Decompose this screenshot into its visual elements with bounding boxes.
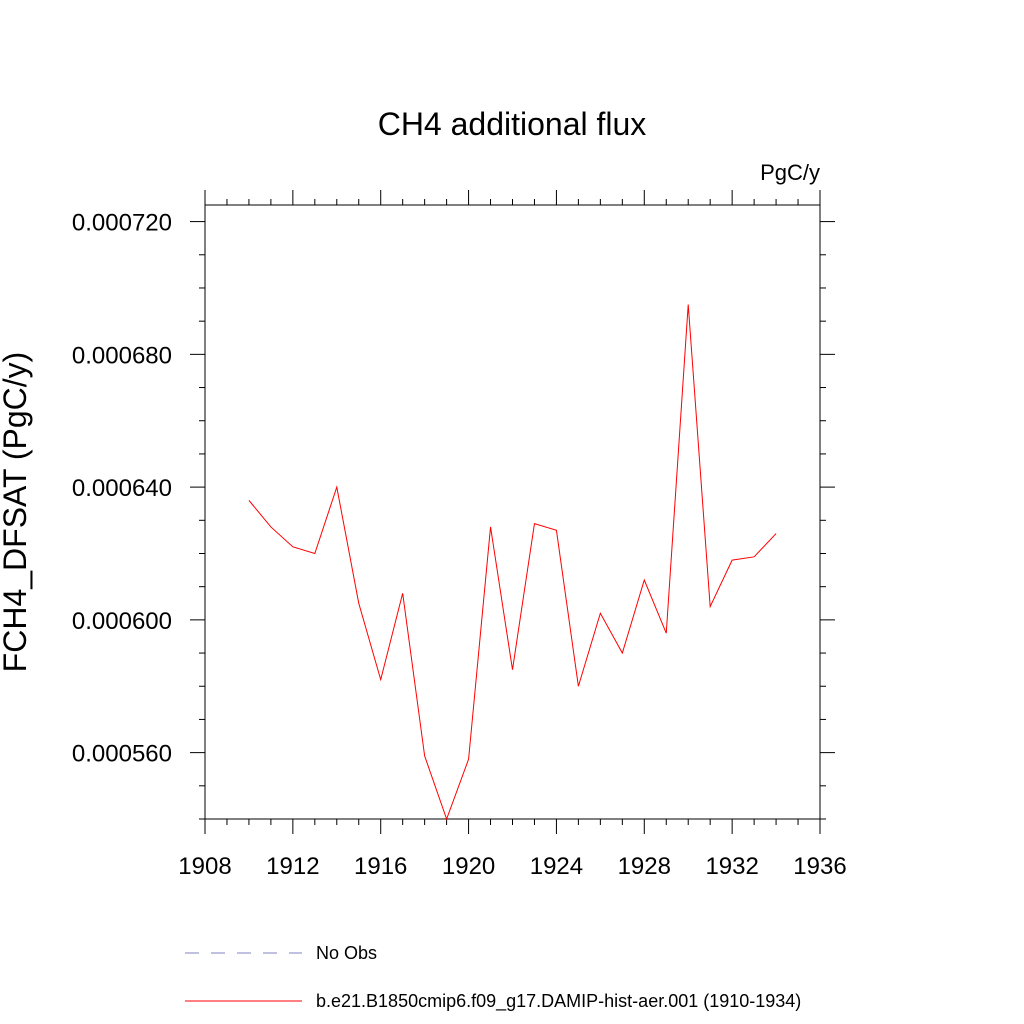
axis-ticks [190, 190, 835, 834]
tick-labels: 1908 1912 1916 1920 1924 1928 1932 1936 0.000560… [72, 210, 847, 880]
y-tick-label: 0.000640 [72, 475, 172, 502]
x-tick-label: 1932 [705, 853, 758, 880]
series-layer [248, 304, 777, 821]
legend-label-run: b.e21.B1850cmip6.f09_g17.DAMIP-hist-aer.… [316, 991, 801, 1012]
units-label: PgC/y [760, 160, 820, 185]
x-tick-label: 1920 [442, 853, 495, 880]
series-line-1 [248, 304, 777, 821]
y-tick-label: 0.000600 [72, 608, 172, 635]
y-tick-label: 0.000720 [72, 210, 172, 237]
plot-frame [204, 204, 821, 820]
y-axis-label: FCH4_DFSAT (PgC/y) [0, 352, 33, 673]
y-tick-label: 0.000680 [72, 342, 172, 369]
x-tick-label: 1916 [354, 853, 407, 880]
chart-title: CH4 additional flux [378, 106, 647, 142]
x-tick-label: 1924 [530, 853, 583, 880]
x-tick-label: 1912 [266, 853, 319, 880]
legend: No Obs b.e21.B1850cmip6.f09_g17.DAMIP-hi… [185, 943, 801, 1012]
legend-label-no-obs: No Obs [316, 943, 377, 963]
y-tick-label: 0.000560 [72, 741, 172, 768]
x-tick-label: 1908 [178, 853, 231, 880]
x-tick-label: 1936 [793, 853, 846, 880]
x-tick-label: 1928 [618, 853, 671, 880]
